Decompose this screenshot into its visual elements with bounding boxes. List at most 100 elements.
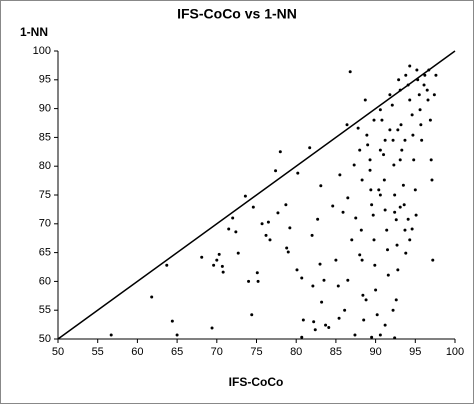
scatter-point [404,251,408,255]
scatter-point [434,73,438,77]
scatter-point [378,148,382,152]
scatter-point [369,188,373,192]
scatter-point [429,158,433,162]
scatter-point [210,326,214,330]
scatter-point [383,138,387,142]
scatter-point [392,163,396,167]
scatter-point [400,148,404,152]
scatter-point [396,268,400,272]
scatter-point [366,143,370,147]
scatter-point [353,333,357,337]
scatter-point [318,262,322,266]
scatter-point [336,284,340,288]
scatter-point [296,171,300,175]
scatter-point [374,288,378,292]
scatter-point [416,78,420,82]
y-tick-label: 55 [39,304,51,316]
x-tick-label: 95 [409,346,421,358]
scatter-point [343,308,347,312]
scatter-point [256,279,260,283]
scatter-point [408,98,412,102]
scatter-point [341,210,345,214]
x-tick-label: 85 [330,346,342,358]
y-tick-label: 70 [39,218,51,230]
y-tick-label: 60 [39,275,51,287]
scatter-point [220,264,224,268]
scatter-point [301,318,305,322]
x-tick-label: 80 [290,346,302,358]
x-tick-label: 50 [52,346,64,358]
scatter-point [394,298,398,302]
scatter-point [346,196,350,200]
scatter-point [300,335,304,339]
scatter-point [217,252,221,256]
scatter-point [403,228,407,232]
scatter-point [391,308,395,312]
scatter-point [348,70,352,74]
scatter-point [361,293,365,297]
scatter-point [412,158,416,162]
scatter-point [300,276,304,280]
scatter-point [371,213,375,217]
scatter-point [428,118,432,122]
scatter-point [365,133,369,137]
scatter-point [372,118,376,122]
scatter-point [313,328,317,332]
scatter-point [396,128,400,132]
scatter-point [368,158,372,162]
scatter-point [165,263,169,267]
scatter-point [422,83,426,87]
scatter-point [316,217,320,221]
scatter-point [284,203,288,207]
scatter-point [356,126,360,130]
scatter-point [327,325,331,329]
scatter-point [406,83,410,87]
x-tick-label: 75 [250,346,262,358]
scatter-point [388,128,392,132]
scatter-point [383,208,387,212]
scatter-point [364,298,368,302]
scatter-point [250,313,254,317]
scatter-point [373,263,377,267]
scatter-point [380,118,384,122]
scatter-point [397,78,401,82]
x-tick-label: 90 [369,346,381,358]
scatter-point [398,205,402,209]
scatter-point [109,333,113,337]
y-tick-label: 85 [39,131,51,143]
scatter-point [360,178,364,182]
scatter-point [170,319,174,323]
scatter-point [260,222,264,226]
scatter-point [200,255,204,259]
scatter-point [425,88,429,92]
scatter-point [395,243,399,247]
scatter-point [312,320,316,324]
scatter-point [285,246,289,250]
scatter-point [393,336,397,340]
scatter-point [359,228,363,232]
scatter-point [410,113,414,117]
scatter-point [432,93,436,97]
scatter-point [350,238,354,242]
scatter-point [426,98,430,102]
scatter-point [236,251,240,255]
scatter-point [408,64,412,68]
scatter-point [385,228,389,232]
y-tick-label: 95 [39,74,51,86]
x-tick-label: 65 [171,346,183,358]
scatter-point [322,278,326,282]
scatter-point [215,258,219,262]
scatter-point [266,220,270,224]
scatter-point [382,178,386,182]
scatter-point [337,316,341,320]
x-tick-label: 60 [131,346,143,358]
y-tick-label: 75 [39,189,51,201]
scatter-point [243,194,247,198]
scatter-point [331,204,335,208]
scatter-point [378,333,382,337]
scatter-point [310,233,314,237]
scatter-point [386,273,390,277]
scatter-point [372,238,376,242]
